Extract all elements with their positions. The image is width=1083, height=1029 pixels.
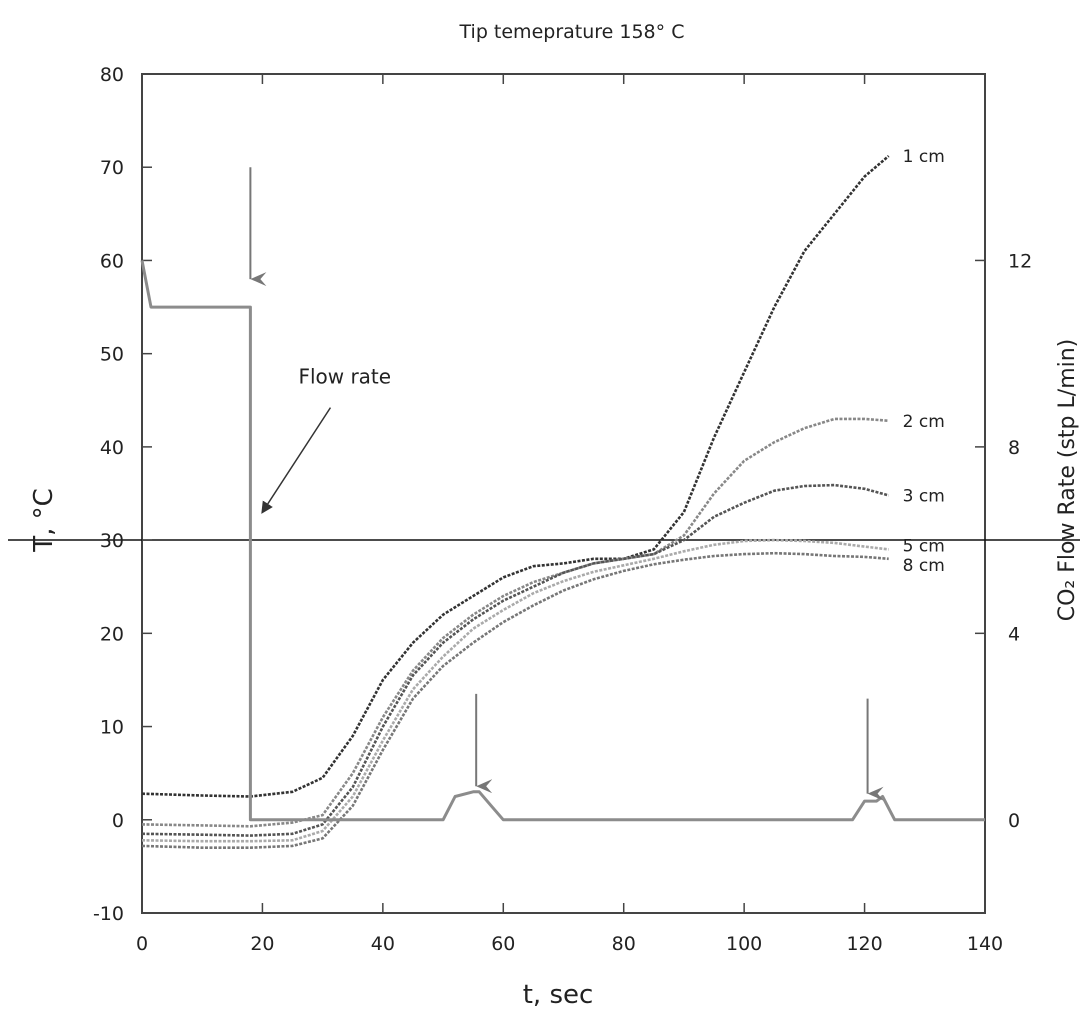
x-tick-label: 140 (967, 933, 1003, 955)
series-layer: 1 cm 2 cm 3 cm 5 cm8 cm (142, 147, 985, 848)
x-axis-label: t, sec (523, 980, 594, 1010)
y-tick-label: 60 (100, 250, 124, 272)
series-line-2-cm (142, 419, 889, 826)
flow-rate-pointer (262, 408, 330, 513)
series-label-8-cm: 8 cm (903, 556, 945, 576)
series-line-3-cm (142, 485, 889, 835)
series-line-5-cm (142, 540, 889, 841)
x-tick-label: 120 (846, 933, 882, 955)
y-axis-label: T, °C (29, 488, 59, 553)
y-tick-label: 50 (100, 344, 124, 366)
y-axis-ticks: -10 0 10 20 30 40 50 60 70 80 (93, 64, 152, 925)
y-tick-label: 10 (100, 717, 124, 739)
series-label-1-cm: 1 cm (903, 147, 945, 167)
y-right-axis-label: CO₂ Flow Rate (stp L/min) (1055, 339, 1080, 622)
series-label-3-cm: 3 cm (903, 486, 945, 506)
y-tick-label: 30 (100, 530, 124, 552)
x-tick-label: 100 (726, 933, 762, 955)
y-tick-label: 40 (100, 437, 124, 459)
series-label-2-cm: 2 cm (903, 412, 945, 432)
y-tick-label: 70 (100, 157, 124, 179)
y-right-tick-label: 8 (1008, 437, 1020, 459)
series-line-1-cm (142, 156, 889, 797)
x-tick-label: 0 (136, 933, 148, 955)
x-tick-label: 80 (612, 933, 636, 955)
series-line-8-cm (142, 553, 889, 848)
y-tick-label: 20 (100, 623, 124, 645)
x-axis-ticks: 0 20 40 60 80 100 120 140 (136, 74, 1003, 955)
x-tick-label: 20 (250, 933, 274, 955)
y-right-axis-ticks: 0 4 8 12 (975, 250, 1032, 831)
chart-title: Tip temeprature 158° C (459, 21, 685, 43)
plot-frame (142, 74, 985, 913)
y-right-tick-label: 12 (1008, 250, 1032, 272)
x-tick-label: 40 (371, 933, 395, 955)
y-tick-label: -10 (93, 903, 124, 925)
y-right-tick-label: 4 (1008, 623, 1020, 645)
x-tick-label: 60 (491, 933, 515, 955)
y-tick-label: 0 (112, 810, 124, 832)
flow-rate-annotation: Flow rate (298, 365, 391, 389)
y-right-tick-label: 0 (1008, 810, 1020, 832)
annotation-layer: Flow rate (250, 167, 867, 793)
y-tick-label: 80 (100, 64, 124, 86)
series-label-5-cm: 5 cm (903, 536, 945, 556)
